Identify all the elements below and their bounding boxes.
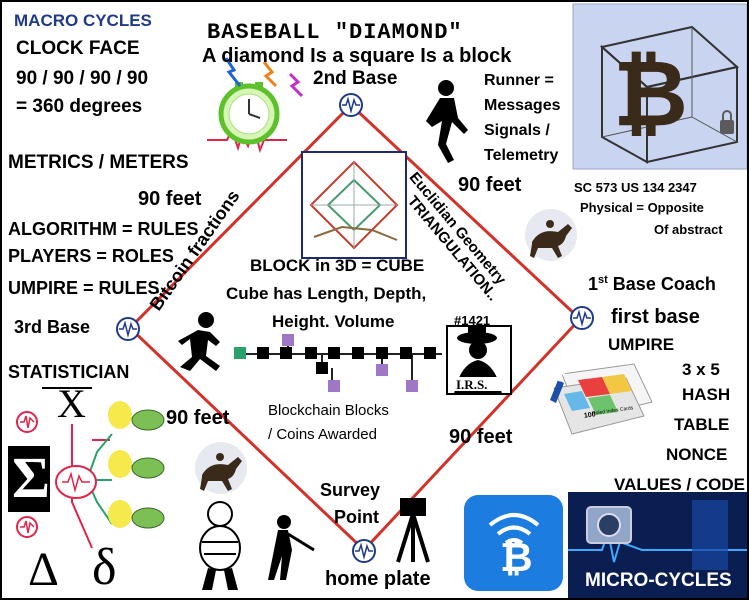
hash-line-1: 3 x 5 — [682, 360, 720, 379]
first-base-marker — [570, 306, 594, 330]
metrics-label: METRICS / METERS — [8, 152, 189, 173]
irs-label: I.R.S. — [456, 377, 488, 392]
degrees-line-2: = 360 degrees — [16, 96, 143, 117]
sc-code-line-2: Physical = Opposite — [580, 200, 704, 215]
degrees-line-1: 90 / 90 / 90 / 90 — [16, 68, 149, 89]
micro-cycles-label: MICRO-CYCLES — [585, 570, 732, 591]
index-cards-image — [550, 363, 653, 435]
runner-silhouette-top — [426, 80, 468, 163]
third-base-marker — [116, 317, 140, 341]
bitcoin-wifi-app-icon — [464, 495, 563, 591]
batter-silhouette — [268, 515, 315, 580]
distance-top-left: 90 feet — [138, 188, 202, 210]
micro-cycles-image — [568, 492, 747, 598]
umpire-figure — [199, 501, 241, 590]
lightning-icons — [224, 57, 304, 98]
distance-bottom-left: 90 feet — [166, 407, 230, 429]
app-bitcoin-symbol: ₿ — [500, 536, 533, 580]
hash-line-2: HASH — [682, 385, 731, 404]
runner-line-4: Telemetry — [484, 147, 559, 164]
irs-badge — [446, 325, 512, 395]
home-plate-marker — [352, 539, 376, 563]
hash-line-4: NONCE — [666, 445, 728, 464]
algorithm-label: ALGORITHM = RULES — [8, 219, 199, 239]
survey-label-1: Survey — [320, 480, 381, 500]
block-cube-line-1: BLOCK in 3D = CUBE — [250, 256, 425, 275]
umpire-label: UMPIRE — [608, 335, 675, 354]
hash-line-5: VALUES / CODE — [614, 475, 745, 494]
sc-code-line-3: Of abstract — [654, 222, 723, 237]
bitcoin-symbol: ₿ — [613, 43, 688, 145]
first-base-label: first base — [611, 306, 700, 328]
distance-top-right: 90 feet — [458, 174, 522, 196]
blockchain-caption-2: / Coins Awarded — [268, 426, 377, 443]
umpire-rules-label: UMPIRE = RULES — [8, 278, 160, 298]
runner-line-2: Messages — [484, 97, 561, 114]
horse-rider-icon — [525, 209, 577, 261]
blockchain-diagram — [234, 334, 442, 392]
sigma-symbol: Σ — [12, 445, 50, 510]
blockchain-caption-1: Blockchain Blocks — [268, 402, 389, 419]
delta-lower-symbol: δ — [92, 539, 117, 596]
bitcoin-cube-image — [572, 3, 747, 170]
block-cube-line-2: Cube has Length, Depth, — [226, 284, 427, 303]
third-base-label: 3rd Base — [14, 317, 91, 337]
block-cube-line-3: Height. Volume — [272, 312, 395, 331]
page-title: BASEBALL "DIAMOND" — [207, 20, 463, 45]
bug-icons — [108, 401, 165, 529]
second-base-marker — [339, 93, 363, 117]
distance-bottom-right: 90 feet — [449, 426, 513, 448]
hash-line-3: TABLE — [674, 415, 730, 434]
horse-rider-icon-2 — [195, 442, 247, 494]
survey-tripod-icon — [396, 498, 430, 563]
badge-number: #1421 — [454, 313, 491, 328]
runner-line-3: Signals / — [484, 122, 550, 139]
runner-line-1: Runner = — [484, 72, 554, 89]
runner-silhouette-left — [178, 312, 220, 371]
statistician-label: STATISTICIAN — [8, 362, 130, 382]
diamond-diagram-inset — [301, 151, 407, 259]
clock-icon — [207, 82, 287, 154]
base-coach-label: 1st Base Coach — [588, 274, 716, 294]
players-label: PLAYERS = ROLES — [8, 246, 174, 266]
page-subtitle: A diamond Is a square Is a block — [202, 45, 512, 67]
macro-cycles-label: MACRO CYCLES — [14, 11, 152, 30]
survey-label-2: Point — [334, 507, 379, 527]
second-base-label: 2nd Base — [313, 68, 398, 89]
x-bar-symbol: X — [57, 381, 86, 426]
sc-code-line-1: SC 573 US 134 2347 — [574, 180, 697, 195]
statistics-diagram — [8, 387, 113, 549]
home-plate-label: home plate — [325, 568, 431, 590]
delta-upper-symbol: Δ — [28, 543, 59, 596]
clock-face-label: CLOCK FACE — [16, 38, 140, 59]
